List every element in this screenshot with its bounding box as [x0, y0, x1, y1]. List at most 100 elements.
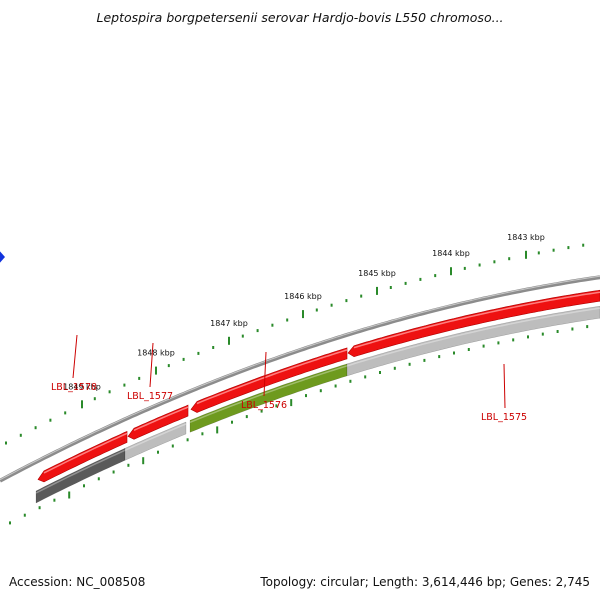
minor-tick [271, 323, 274, 327]
topology-value: circular [320, 575, 365, 589]
label-leader-line [149, 342, 154, 388]
inner-major-tick [216, 426, 219, 434]
minor-tick [182, 357, 185, 361]
inner-minor-tick [275, 404, 278, 408]
major-tick [155, 366, 157, 375]
minor-tick [389, 286, 392, 289]
forward-gene-highlight [353, 291, 600, 349]
minor-tick [463, 266, 466, 270]
outer-minor-ticks [5, 243, 585, 445]
inner-minor-tick [527, 335, 529, 339]
major-tick [302, 310, 304, 319]
label-leader-line [503, 363, 506, 409]
inner-minor-tick [9, 521, 11, 525]
minor-tick [330, 303, 333, 307]
forward-gene-arrow [190, 347, 348, 413]
tick-label: 1845 kbp [358, 269, 396, 278]
inner-minor-tick [127, 463, 130, 467]
gene-label[interactable]: LBL_1578 [51, 382, 97, 393]
inner-minor-tick [305, 394, 307, 398]
minor-tick [49, 418, 52, 422]
minor-tick [34, 426, 37, 430]
map-title: Leptospira borgpetersenii serovar Hardjo… [96, 10, 504, 25]
gene-label[interactable]: LBL_1576 [241, 400, 287, 411]
inner-minor-tick [541, 332, 544, 336]
gene-label[interactable]: LBL_1575 [481, 412, 527, 423]
reverse-gene-highlight [35, 449, 126, 494]
minor-tick [256, 329, 259, 333]
genes-label: Genes: [509, 575, 552, 589]
inner-minor-tick [83, 484, 85, 488]
minor-tick [167, 364, 170, 368]
reverse-gene-highlight [124, 423, 187, 451]
inner-major-tick [142, 457, 145, 465]
accession-label: Accession: [9, 575, 73, 589]
gene-label[interactable]: LBL_1577 [127, 391, 173, 402]
inner-minor-tick [482, 344, 485, 348]
inner-minor-tick [38, 506, 41, 510]
minor-tick [508, 257, 511, 261]
inner-minor-tick [319, 389, 322, 393]
inner-minor-tick [364, 375, 367, 379]
genes-value: 2,745 [555, 575, 590, 589]
inner-minor-tick [231, 420, 233, 424]
inner-major-tick [290, 399, 293, 407]
inner-minor-tick [245, 415, 248, 419]
inner-minor-ticks [9, 325, 589, 525]
minor-tick [434, 274, 437, 278]
position-marker [0, 251, 5, 263]
major-tick [525, 250, 527, 259]
inner-minor-tick [438, 355, 441, 359]
inner-minor-tick [53, 498, 56, 502]
gene-labels: LBL_1578 LBL_1577 LBL_1576 LBL_1575 [51, 334, 527, 423]
length-label: Length: [372, 575, 419, 589]
sequence-summary: Topology: circular; Length: 3,614,446 bp… [260, 575, 590, 589]
inner-minor-tick [171, 444, 174, 448]
tick-label: 1847 kbp [210, 319, 248, 328]
major-tick [228, 336, 230, 345]
backbone-ring [0, 275, 600, 483]
minor-tick [478, 263, 481, 267]
minor-tick [567, 246, 570, 250]
inner-minor-tick [453, 351, 455, 355]
tick-label: 1843 kbp [507, 233, 545, 242]
chromosome-backbone [0, 275, 600, 483]
inner-minor-tick [157, 450, 159, 454]
inner-minor-tick [556, 330, 559, 333]
reverse-gene-band [124, 421, 187, 461]
minor-tick [197, 351, 200, 355]
inner-minor-tick [23, 513, 26, 517]
forward-gene-arrow [347, 289, 600, 358]
minor-tick [582, 243, 585, 247]
minor-tick [138, 376, 141, 380]
minor-tick [241, 334, 244, 338]
tick-label: 1844 kbp [432, 249, 470, 258]
minor-tick [123, 383, 126, 387]
accession-info: Accession: NC_008508 [9, 575, 145, 589]
minor-tick [552, 248, 555, 252]
tick-label: 1846 kbp [284, 292, 322, 301]
reverse-gene-band [346, 305, 600, 377]
inner-minor-tick [497, 341, 500, 345]
minor-tick [345, 299, 348, 303]
inner-minor-tick [334, 384, 337, 388]
inner-minor-tick [349, 379, 352, 383]
minor-tick [419, 277, 422, 281]
minor-tick [212, 346, 215, 349]
inner-minor-tick [97, 477, 100, 481]
reverse-strand-genes [35, 305, 600, 504]
accession-value: NC_008508 [76, 575, 146, 589]
major-tick [376, 286, 378, 295]
tick-label: 1848 kbp [137, 349, 175, 358]
inner-minor-tick [393, 366, 396, 370]
inner-minor-tick [186, 438, 189, 442]
major-tick [81, 400, 83, 409]
minor-tick [286, 318, 289, 322]
diamond-marker-icon [0, 251, 5, 263]
minor-tick [404, 281, 407, 285]
minor-tick [5, 441, 7, 445]
inner-minor-tick [260, 409, 263, 413]
forward-gene-highlight [133, 406, 189, 431]
